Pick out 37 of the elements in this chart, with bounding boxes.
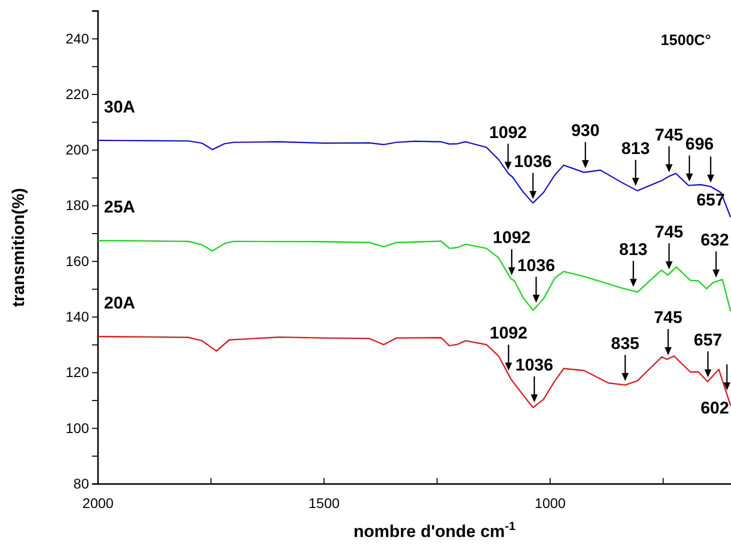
y-tick-label: 200	[66, 142, 90, 158]
y-tick-label: 220	[66, 86, 90, 102]
annotation: 632	[700, 230, 729, 250]
annotation: 1092	[489, 122, 528, 142]
y-tick-label: 240	[66, 30, 90, 46]
series-label: 25A	[104, 198, 136, 217]
x-axis-title: nombre d'onde cm$^{-1}$	[354, 519, 516, 541]
annotation: 813	[621, 138, 650, 158]
annotation: 1036	[515, 355, 554, 374]
x-tick-label: 2000	[82, 495, 114, 511]
y-tick-label: 160	[66, 252, 90, 269]
annotation: 657	[696, 190, 725, 210]
annotation: 1092	[492, 228, 531, 248]
annotation: 813	[619, 240, 648, 259]
x-tick-label: 1500	[308, 495, 340, 511]
y-tick-label: 180	[66, 197, 90, 214]
annotation: 696	[685, 134, 714, 154]
annotation: 745	[654, 125, 684, 144]
annotation: 745	[654, 308, 682, 328]
annotation: 1500C°	[660, 32, 711, 49]
annotation: 657	[694, 330, 722, 350]
annotation: 1092	[490, 324, 528, 343]
y-axis-title: transmition(%)	[9, 188, 28, 307]
annotation: 930	[571, 121, 600, 140]
annotation: 835	[611, 334, 640, 353]
annotation: 745	[654, 222, 684, 242]
annotation: 1036	[514, 152, 552, 171]
line-series	[97, 140, 731, 218]
annotation: 1036	[517, 256, 556, 275]
y-tick-label: 100	[66, 420, 90, 436]
y-tick-label: 140	[66, 308, 90, 325]
series-label: 20A	[104, 294, 136, 313]
series-label: 30A	[104, 97, 136, 116]
y-tick-label: 120	[66, 364, 90, 380]
y-tick-label: 80	[73, 475, 90, 492]
x-tick-label: 1000	[534, 495, 566, 511]
annotation: 602	[700, 398, 729, 418]
